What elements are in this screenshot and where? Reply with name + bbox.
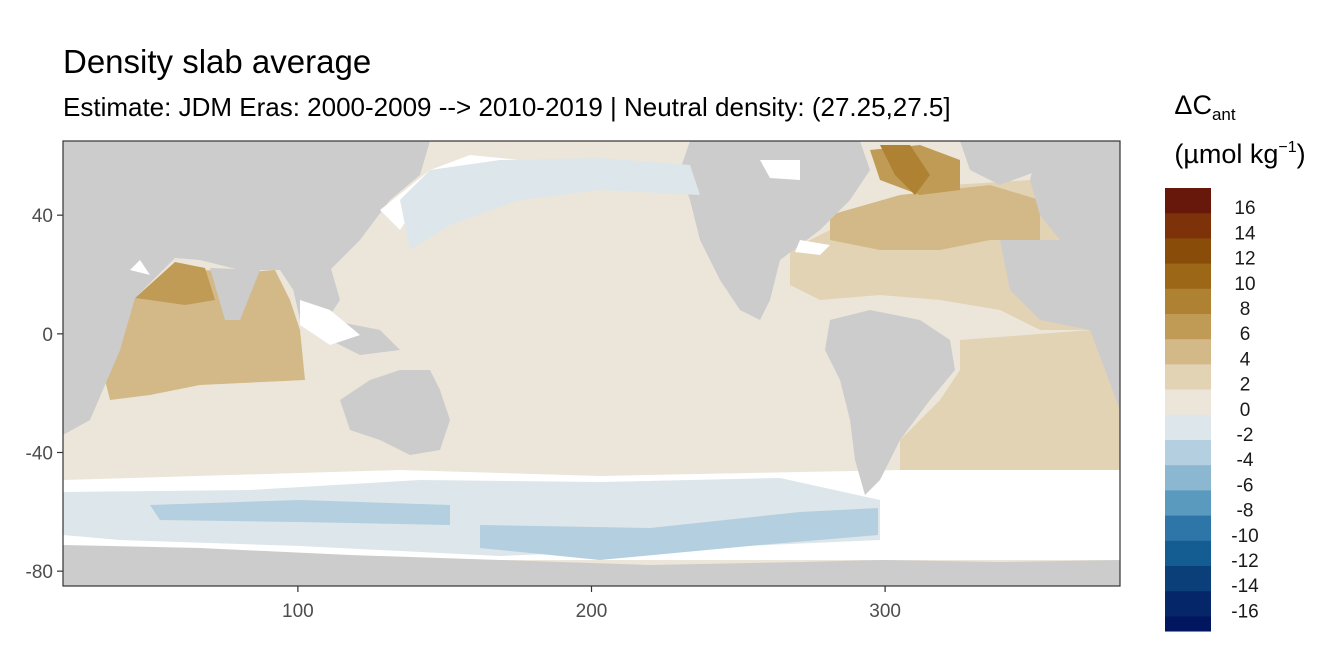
missing-hudson [795, 240, 830, 255]
legend-label: 4 [1240, 349, 1251, 370]
legend-label: 8 [1240, 299, 1251, 320]
southern-ocean-blue [150, 500, 450, 525]
legend-swatch [1165, 591, 1211, 617]
arabian-sea-patch [135, 262, 215, 305]
legend-label: -2 [1237, 425, 1254, 446]
land-north-america [680, 141, 870, 320]
legend-label: 0 [1240, 400, 1251, 421]
legend-label: 2 [1240, 375, 1251, 396]
legend-swatch [1165, 490, 1211, 517]
legend-swatch [1165, 314, 1211, 340]
legend-label: -10 [1231, 526, 1258, 547]
labrador-warm [880, 145, 930, 195]
missing-maritime [300, 300, 360, 345]
map-panel [63, 141, 1120, 586]
legend-swatch [1165, 263, 1211, 290]
legend-units: (µmol kg−1) [1174, 139, 1305, 169]
legend-label: 10 [1234, 274, 1255, 295]
legend-swatch [1165, 364, 1211, 391]
legend-swatch [1165, 238, 1211, 265]
x-tick-label: 200 [576, 601, 608, 622]
y-axis: 40 0 -40 -80 [26, 206, 63, 583]
y-tick-label: 0 [42, 325, 53, 346]
land-india [210, 268, 260, 320]
legend-swatch [1165, 540, 1211, 567]
antarctic-missing [880, 510, 1120, 560]
legend-swatch [1165, 188, 1211, 214]
north-pacific-light-blue [400, 158, 700, 250]
indian-ocean-brown [105, 270, 305, 400]
missing-arctic-canada [760, 160, 800, 180]
legend-label: 16 [1234, 198, 1255, 219]
legend-label: -14 [1231, 576, 1259, 597]
land-greenland [960, 141, 1060, 185]
southern-ocean-blue-2 [480, 508, 878, 560]
legend-swatch [1165, 213, 1211, 239]
x-axis: 100 200 300 [282, 586, 901, 622]
legend-label: -6 [1237, 475, 1254, 496]
legend: ΔCant (µmol kg−1) 16 14 12 10 8 6 4 2 0 -2 -4 -6 -8 -… [1165, 90, 1306, 632]
legend-colorbar: 16 14 12 10 8 6 4 2 0 -2 -4 -6 -8 -10 -12 -14 -16 [1165, 188, 1259, 632]
plot-title: Density slab average [63, 43, 372, 80]
land-south-america [825, 310, 955, 495]
legend-label: 12 [1234, 249, 1255, 270]
north-atlantic-warm [830, 185, 1040, 250]
legend-swatch [1165, 440, 1211, 466]
legend-swatch [1165, 389, 1211, 416]
legend-label: -8 [1237, 501, 1254, 522]
legend-swatch [1165, 566, 1211, 592]
x-tick-label: 300 [869, 601, 901, 622]
legend-label: -16 [1231, 601, 1258, 622]
legend-swatch-end [1165, 616, 1211, 632]
legend-swatch [1165, 465, 1211, 491]
legend-swatch [1165, 515, 1211, 542]
missing-asia-lakes [130, 260, 150, 275]
missing-south-africa [880, 470, 900, 505]
land-europe [1030, 141, 1120, 240]
legend-label: 14 [1234, 223, 1256, 244]
x-tick-label: 100 [282, 601, 314, 622]
legend-label: -4 [1237, 450, 1254, 471]
y-tick-label: -40 [26, 444, 53, 465]
land-west-africa [1000, 240, 1120, 410]
legend-swatch [1165, 288, 1211, 315]
y-tick-label: 40 [32, 206, 53, 227]
legend-swatch [1165, 339, 1211, 365]
plot-subtitle: Estimate: JDM Eras: 2000-2009 --> 2010-2… [63, 92, 951, 122]
legend-swatch [1165, 414, 1211, 441]
south-atlantic-warm [900, 330, 1120, 470]
land-australia [340, 370, 450, 455]
legend-label: -12 [1231, 551, 1258, 572]
legend-label: 6 [1240, 324, 1251, 345]
land-antarctica [63, 545, 1120, 586]
land-africa-eurasia [63, 141, 430, 435]
y-tick-label: -80 [26, 562, 53, 583]
legend-title: ΔCant [1174, 90, 1235, 124]
